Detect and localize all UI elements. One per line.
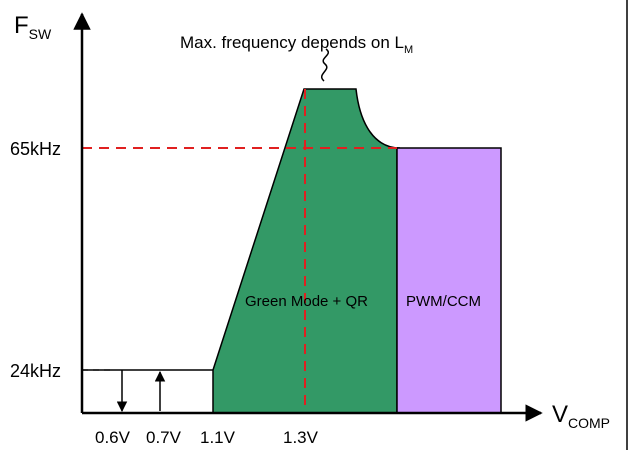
y-tick-65khz: 65kHz [10,139,61,159]
y-axis-label: FSW [14,12,52,42]
pwm-ccm-label: PWM/CCM [406,293,481,310]
annotation-squiggle [321,48,329,82]
max-frequency-annotation: Max. frequency depends on LM [180,33,413,56]
pwm-ccm-region [396,147,502,414]
x-tick-0-6v: 0.6V [95,428,131,447]
x-tick-0-7v: 0.7V [146,428,182,447]
x-tick-1-1v: 1.1V [200,428,236,447]
green-mode-qr-region [212,88,401,414]
y-tick-24khz: 24kHz [10,361,61,381]
x-axis-label: VCOMP [552,401,610,431]
green-mode-qr-label: Green Mode + QR [245,293,368,310]
x-tick-1-3v: 1.3V [283,428,319,447]
